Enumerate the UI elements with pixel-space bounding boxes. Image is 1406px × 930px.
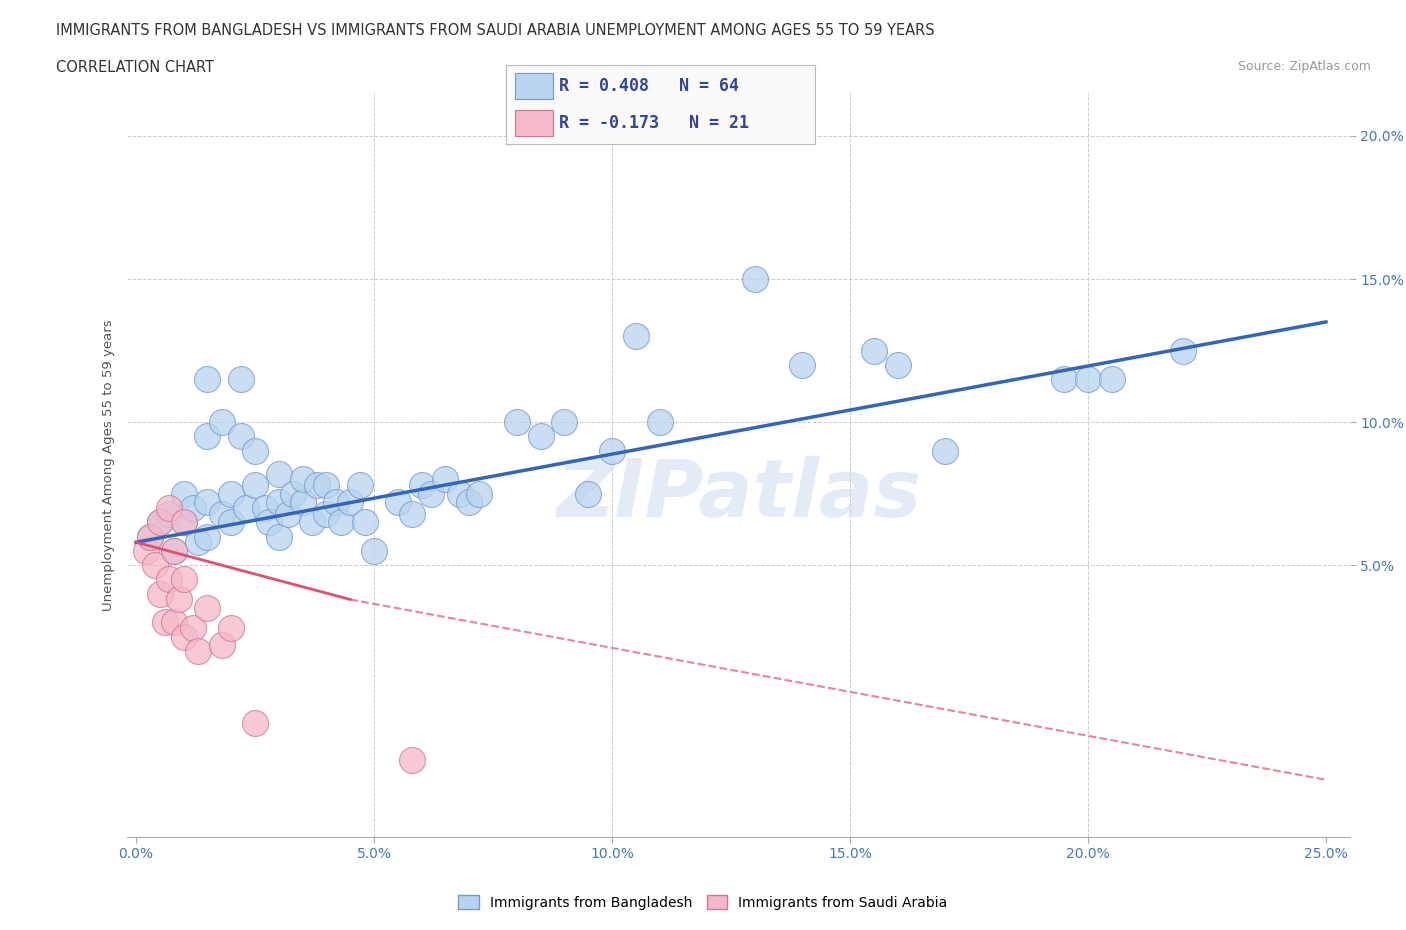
Point xyxy=(173,515,195,530)
Point xyxy=(744,272,766,286)
Bar xyxy=(516,110,553,137)
Point xyxy=(157,572,180,587)
Point xyxy=(277,506,299,521)
Text: R = -0.173   N = 21: R = -0.173 N = 21 xyxy=(558,113,749,132)
Point xyxy=(243,444,266,458)
Point xyxy=(163,543,186,558)
Point xyxy=(862,343,884,358)
Point xyxy=(353,515,375,530)
Point xyxy=(576,486,599,501)
Point xyxy=(468,486,491,501)
Point xyxy=(325,495,347,510)
Point xyxy=(197,529,219,544)
Point xyxy=(648,415,671,430)
Point xyxy=(157,506,180,521)
Point xyxy=(434,472,457,486)
Point xyxy=(1077,372,1099,387)
Point xyxy=(315,478,337,493)
Text: IMMIGRANTS FROM BANGLADESH VS IMMIGRANTS FROM SAUDI ARABIA UNEMPLOYMENT AMONG AG: IMMIGRANTS FROM BANGLADESH VS IMMIGRANTS… xyxy=(56,23,935,38)
Point xyxy=(163,615,186,630)
Point xyxy=(243,478,266,493)
Text: Source: ZipAtlas.com: Source: ZipAtlas.com xyxy=(1237,60,1371,73)
Point xyxy=(157,500,180,515)
Point xyxy=(187,644,209,658)
Point xyxy=(1101,372,1123,387)
Point xyxy=(135,543,157,558)
Point xyxy=(349,478,371,493)
Point xyxy=(530,429,553,444)
Point xyxy=(934,444,956,458)
Point xyxy=(1053,372,1076,387)
Text: CORRELATION CHART: CORRELATION CHART xyxy=(56,60,214,75)
Point xyxy=(219,486,242,501)
Point xyxy=(315,506,337,521)
Point xyxy=(163,543,186,558)
Point xyxy=(363,543,385,558)
Point xyxy=(229,429,252,444)
Point xyxy=(420,486,443,501)
Legend: Immigrants from Bangladesh, Immigrants from Saudi Arabia: Immigrants from Bangladesh, Immigrants f… xyxy=(453,890,953,916)
Point xyxy=(291,472,314,486)
Point xyxy=(624,329,647,344)
Point xyxy=(411,478,433,493)
Point xyxy=(219,620,242,635)
Point xyxy=(167,592,190,607)
Point xyxy=(387,495,409,510)
Point xyxy=(458,495,481,510)
Point xyxy=(281,486,304,501)
Point xyxy=(211,415,233,430)
Point xyxy=(173,572,195,587)
Point xyxy=(173,630,195,644)
Point xyxy=(229,372,252,387)
Point xyxy=(401,506,423,521)
Point xyxy=(149,515,172,530)
Text: ZIPatlas: ZIPatlas xyxy=(555,456,921,534)
Text: R = 0.408   N = 64: R = 0.408 N = 64 xyxy=(558,77,738,96)
Point xyxy=(181,620,204,635)
Point xyxy=(149,515,172,530)
Point xyxy=(187,535,209,550)
Point xyxy=(173,486,195,501)
Point xyxy=(211,638,233,653)
Point xyxy=(139,529,162,544)
Point xyxy=(153,615,176,630)
Point xyxy=(329,515,352,530)
Point xyxy=(139,529,162,544)
Point xyxy=(886,357,908,372)
Y-axis label: Unemployment Among Ages 55 to 59 years: Unemployment Among Ages 55 to 59 years xyxy=(103,319,115,611)
Point xyxy=(339,495,361,510)
Point xyxy=(267,466,290,481)
Point xyxy=(173,515,195,530)
Point xyxy=(149,586,172,601)
Point xyxy=(305,478,328,493)
Point xyxy=(197,495,219,510)
Point xyxy=(792,357,814,372)
Point xyxy=(1173,343,1195,358)
Bar xyxy=(516,73,553,100)
Point xyxy=(235,500,257,515)
Point xyxy=(553,415,575,430)
Point xyxy=(197,429,219,444)
Point xyxy=(267,529,290,544)
Point xyxy=(506,415,529,430)
Point xyxy=(253,500,276,515)
Point xyxy=(197,601,219,616)
Point xyxy=(181,500,204,515)
Point xyxy=(301,515,323,530)
Point xyxy=(449,486,471,501)
Point xyxy=(259,515,281,530)
Point xyxy=(600,444,623,458)
Point xyxy=(291,495,314,510)
Point xyxy=(143,558,166,573)
Point xyxy=(219,515,242,530)
Point xyxy=(267,495,290,510)
Point xyxy=(401,752,423,767)
Point xyxy=(197,372,219,387)
Point xyxy=(243,715,266,730)
Point xyxy=(211,506,233,521)
